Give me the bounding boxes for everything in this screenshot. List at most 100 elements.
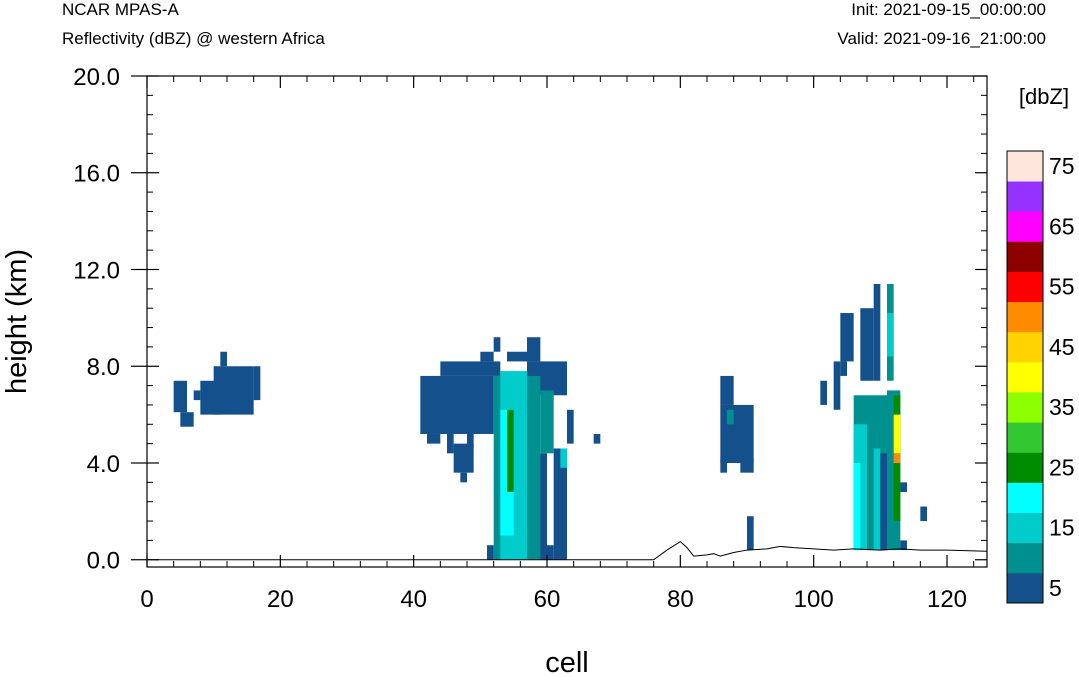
reflectivity-cell [493,337,501,352]
colorbar-tick-label: 25 [1049,454,1075,480]
y-tick-label: 0.0 [87,548,120,575]
colorbar-swatch [1007,392,1043,423]
reflectivity-cell [527,453,541,560]
axis-ticks: 0 20 40 60 80 100 120 0.0 4.0 8.0 12.0 16.0 20.0 [73,64,987,613]
reflectivity-cell [900,540,907,551]
y-tick-label: 20.0 [73,64,120,91]
colorbar-swatch [1007,542,1043,574]
reflectivity-cell [467,433,474,449]
y-tick-label: 8.0 [87,354,120,381]
colorbar-swatch [1007,301,1043,333]
reflectivity-cell [453,443,474,473]
colorbar-label: [dbZ] [1019,84,1069,109]
reflectivity-cell [460,472,467,483]
reflectivity-cell [747,516,754,551]
colorbar-frame [1006,150,1044,604]
reflectivity-cell [447,433,454,454]
reflectivity-cells [173,284,927,560]
valid-time: Valid: 2021-09-16_21:00:00 [837,29,1046,48]
y-tick-label: 16.0 [73,161,120,188]
reflectivity-cell [253,366,261,401]
reflectivity-cell [420,375,494,434]
y-tick-label: 4.0 [87,451,120,478]
terrain-line [147,540,988,561]
colorbar-tick-label: 45 [1049,334,1075,360]
x-tick-label: 100 [794,586,834,613]
x-tick-label: 120 [927,586,967,613]
reflectivity-cell [593,433,601,444]
colorbar-swatch [1007,361,1043,393]
colorbar-swatch [1007,512,1043,544]
reflectivity-cell [547,545,554,560]
y-axis-label: height (km) [1,249,33,394]
colorbar-tick-label: 5 [1049,575,1062,601]
colorbar-swatch [1007,482,1043,513]
reflectivity-cell [220,351,227,367]
reflectivity-cell [893,453,901,463]
x-tick-label: 40 [400,586,427,613]
x-tick-label: 80 [667,586,694,613]
plot-title: Reflectivity (dBZ) @ western Africa [62,29,325,48]
colorbar-tick-label: 65 [1049,213,1075,239]
colorbar-tick-label: 55 [1049,274,1075,300]
reflectivity-cell [440,361,501,376]
reflectivity-cell [727,409,734,425]
colorbar-swatch [1007,452,1043,483]
reflectivity-cell [740,458,754,473]
reflectivity-cell [887,313,894,357]
colorbar-swatch [1007,422,1043,453]
x-axis-label: cell [545,647,589,677]
reflectivity-cell [900,482,907,493]
reflectivity-cell [567,409,574,444]
x-tick-label: 20 [267,586,294,613]
reflectivity-cell [820,380,827,405]
reflectivity-cell [880,453,887,551]
reflectivity-cell [487,545,494,560]
reflectivity-cell [860,308,874,381]
colorbar: 5 15 25 35 45 55 65 75 [1006,150,1075,604]
colorbar-swatch [1007,241,1043,272]
reflectivity-cell [540,390,554,454]
reflectivity-cell [873,284,881,381]
terrain [147,540,988,561]
colorbar-tick-label: 75 [1049,153,1075,179]
reflectivity-cell [720,404,754,463]
y-tick-label: 12.0 [73,257,120,284]
reflectivity-cell [720,458,727,473]
colorbar-swatch [1007,572,1043,604]
colorbar-tick-label: 15 [1049,515,1075,541]
colorbar-tick-label: 35 [1049,394,1075,420]
reflectivity-cell [893,414,901,454]
reflectivity-cell [193,390,201,401]
reflectivity-cell [173,380,187,413]
reflectivity-cell [180,412,194,427]
reflectivity-cell [560,448,567,468]
init-time: Init: 2021-09-15_00:00:00 [851,0,1046,19]
reflectivity-cell [540,453,547,560]
reflectivity-cell [480,351,494,362]
colorbar-swatch [1007,151,1043,182]
reflectivity-cell [833,361,841,410]
reflectivity-cell [527,337,541,362]
reflectivity-cell [507,409,514,493]
x-tick-label: 60 [534,586,561,613]
colorbar-swatch [1007,271,1043,303]
reflectivity-cell [867,448,874,551]
x-tick-label: 0 [140,586,153,613]
reflectivity-cell [720,375,734,405]
colorbar-swatch [1007,331,1043,363]
reflectivity-cell [553,448,567,560]
plot-frame [146,75,988,568]
reflectivity-cell [840,361,847,376]
reflectivity-cell [873,448,881,551]
colorbar-swatch [1007,211,1043,242]
reflectivity-cell [213,366,254,415]
model-name: NCAR MPAS-A [62,0,179,19]
reflectivity-cell [840,313,854,362]
colorbar-swatch [1007,181,1043,212]
reflectivity-cell [427,433,441,444]
reflectivity-cell [920,506,927,522]
reflectivity-cell [853,462,861,551]
reflectivity-cell [507,351,527,362]
